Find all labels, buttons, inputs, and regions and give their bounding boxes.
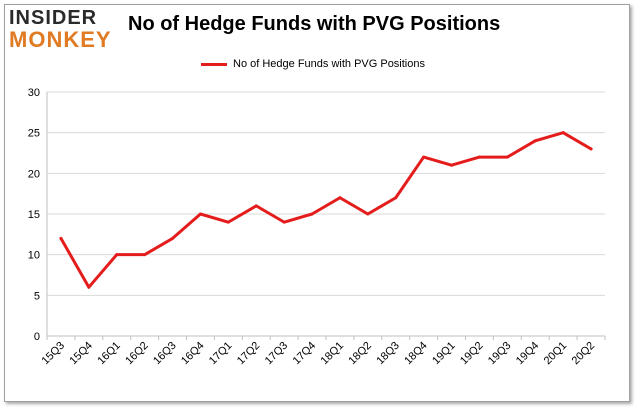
data-point — [338, 196, 342, 200]
data-point — [561, 131, 565, 135]
x-tick-label: 16Q3 — [151, 340, 179, 368]
data-point — [366, 212, 370, 216]
series-line — [59, 131, 593, 289]
data-point — [589, 147, 593, 151]
data-point — [505, 155, 509, 159]
x-tick-label: 16Q2 — [123, 340, 151, 368]
data-point — [171, 236, 175, 240]
data-point — [394, 196, 398, 200]
x-tick-label: 15Q3 — [40, 340, 68, 368]
x-tick-label: 18Q2 — [346, 340, 374, 368]
insider-monkey-logo: INSIDER MONKEY — [9, 7, 121, 55]
x-tick-label: 20Q1 — [542, 340, 570, 368]
data-point — [143, 253, 147, 257]
x-tick-label: 19Q2 — [458, 340, 486, 368]
data-point — [226, 220, 230, 224]
x-tick-label: 15Q4 — [67, 340, 95, 368]
data-point — [477, 155, 481, 159]
data-point — [282, 220, 286, 224]
x-tick-label: 18Q3 — [374, 340, 402, 368]
x-tick-label: 16Q4 — [179, 340, 207, 368]
data-point — [422, 155, 426, 159]
y-tick-label: 30 — [28, 87, 40, 99]
x-tick-label: 17Q1 — [207, 340, 235, 368]
data-point — [310, 212, 314, 216]
legend-label: No of Hedge Funds with PVG Positions — [233, 58, 425, 70]
x-tick-label: 18Q1 — [319, 340, 347, 368]
logo-line-2: MONKEY — [9, 27, 112, 52]
data-point — [115, 253, 119, 257]
y-tick-label: 0 — [34, 331, 40, 343]
data-point — [198, 212, 202, 216]
logo-line-1: INSIDER — [9, 7, 98, 29]
data-point — [254, 204, 258, 208]
x-tick-label: 17Q2 — [235, 340, 263, 368]
x-tick-label: 17Q3 — [263, 340, 291, 368]
y-tick-label: 15 — [28, 209, 40, 221]
x-tick-label: 20Q2 — [570, 340, 598, 368]
y-tick-label: 10 — [28, 250, 40, 262]
data-point — [59, 236, 63, 240]
legend-swatch — [201, 62, 227, 66]
x-tick-label: 18Q4 — [402, 340, 430, 368]
y-tick-label: 25 — [28, 128, 40, 140]
data-point — [450, 163, 454, 167]
chart-title: No of Hedge Funds with PVG Positions — [128, 13, 501, 35]
x-tick-label: 19Q3 — [486, 340, 514, 368]
chart-legend: No of Hedge Funds with PVG Positions — [201, 56, 425, 72]
x-tick-label: 17Q4 — [291, 340, 319, 368]
x-tick-label: 19Q4 — [514, 340, 542, 368]
data-point — [533, 139, 537, 143]
y-tick-label: 20 — [28, 168, 40, 180]
x-tick-label: 19Q1 — [430, 340, 458, 368]
data-point — [87, 285, 91, 289]
y-tick-label: 5 — [34, 290, 40, 302]
chart-frame — [4, 4, 630, 402]
x-tick-label: 16Q1 — [95, 340, 123, 368]
